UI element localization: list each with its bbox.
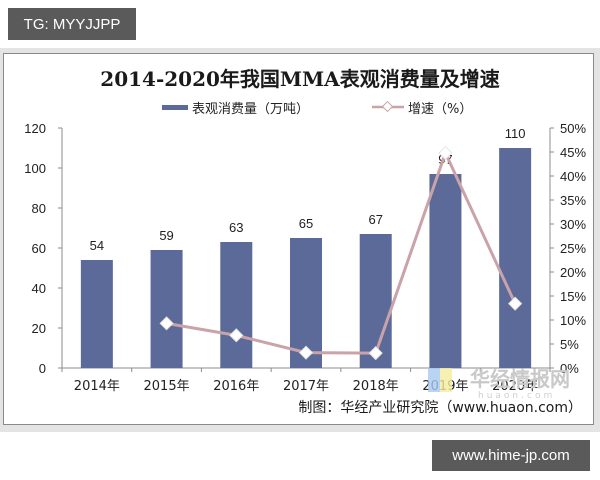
legend-label-growth: 增速（%） — [408, 102, 472, 117]
x-axis-category-label: 2014年 — [74, 379, 120, 394]
left-axis-tick-label: 0 — [39, 361, 46, 376]
watermark-tag-bottom: www.hime-jp.com — [432, 440, 590, 471]
x-axis-category-label: 2016年 — [213, 379, 259, 394]
left-axis-tick-label: 60 — [32, 241, 46, 256]
bar-value-label: 110 — [505, 126, 526, 141]
source-note: 制图：华经产业研究院（www.huaon.com） — [298, 400, 582, 416]
right-axis-tick-label: 45% — [560, 145, 586, 160]
right-axis-tick-label: 10% — [560, 313, 586, 328]
left-axis-tick-label: 40 — [32, 281, 46, 296]
left-axis-tick-label: 100 — [24, 161, 46, 176]
bar-series-consumption: 545963656797110 — [80, 126, 532, 368]
bar — [429, 174, 462, 368]
diamond-marker-icon — [298, 345, 314, 360]
x-axis-category-label: 2015年 — [144, 379, 190, 394]
diamond-marker-icon — [508, 296, 523, 311]
left-axis-tick-label: 120 — [24, 121, 46, 136]
right-axis-tick-label: 50% — [560, 121, 586, 136]
right-axis-tick-label: 35% — [560, 193, 586, 208]
left-axis-tick-label: 80 — [32, 201, 46, 216]
overlay-watermark: 华经情报网 huaon.com — [428, 367, 570, 401]
legend-diamond-marker-icon — [381, 100, 394, 113]
diamond-marker-icon — [368, 346, 383, 361]
right-axis: 0% 5% 10% 15% 20% 25% 30% 35% 40% 45% 50% — [549, 121, 586, 376]
watermark-tag-top: TG: MYYJJPP — [8, 8, 136, 40]
legend-item-growth: 增速（%） — [372, 100, 472, 117]
diamond-marker-icon — [229, 328, 244, 343]
legend-bar-swatch — [162, 105, 188, 110]
line-series-growth — [159, 145, 523, 361]
legend-label-consumption: 表观消费量（万吨） — [192, 102, 309, 117]
x-axis-category-label: 2020年 — [492, 379, 538, 394]
left-axis-tick-label: 20 — [32, 321, 46, 336]
x-axis-category-label: 2018年 — [353, 379, 399, 394]
left-axis: 0 20 40 60 80 100 120 — [24, 121, 63, 376]
right-axis-tick-label: 5% — [560, 337, 579, 352]
bar — [359, 234, 392, 368]
bar — [220, 242, 253, 368]
legend: 表观消费量（万吨） 增速（%） — [162, 100, 472, 117]
bar-value-label: 54 — [90, 238, 104, 253]
diamond-marker-icon — [159, 316, 174, 331]
right-axis-tick-label: 40% — [560, 169, 586, 184]
bar-value-label: 67 — [368, 212, 382, 227]
bar-value-label: 63 — [229, 220, 243, 235]
growth-line — [166, 151, 517, 355]
right-axis-tick-label: 30% — [560, 217, 586, 232]
watermark-url-text: huaon.com — [478, 391, 555, 401]
bar-value-label: 59 — [159, 228, 173, 243]
legend-item-consumption: 表观消费量（万吨） — [162, 102, 309, 117]
x-axis-category-label: 2017年 — [283, 379, 329, 394]
bar-value-label: 65 — [299, 216, 313, 231]
bar — [80, 260, 113, 368]
chart-title: 2014-2020年我国MMA表观消费量及增速 — [100, 67, 499, 91]
right-axis-tick-label: 25% — [560, 241, 586, 256]
watermark-logo-text: 华经情报网 — [470, 367, 570, 391]
diamond-marker-icon — [438, 145, 453, 161]
bar — [150, 250, 183, 368]
right-axis-tick-label: 20% — [560, 265, 586, 280]
right-axis-tick-label: 15% — [560, 289, 586, 304]
right-axis-tick-label: 0% — [560, 361, 579, 376]
bar — [499, 148, 532, 368]
